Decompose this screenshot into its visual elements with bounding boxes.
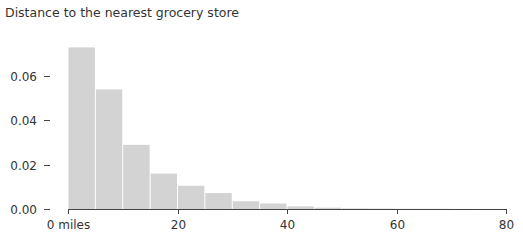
x-tick-label: 0 miles xyxy=(47,218,90,232)
bar xyxy=(315,208,341,209)
x-tick xyxy=(68,209,69,214)
y-tick xyxy=(44,209,50,210)
bar xyxy=(370,208,396,209)
y-tick-label: 0.02 xyxy=(10,159,37,173)
y-tick xyxy=(44,120,50,121)
bar xyxy=(123,145,149,209)
bar xyxy=(233,201,259,209)
x-tick-label: 80 xyxy=(499,218,514,232)
bar xyxy=(260,203,286,209)
bar xyxy=(178,186,204,209)
y-tick-label: 0.06 xyxy=(10,70,37,84)
title: Distance to the nearest grocery store xyxy=(5,5,239,20)
x-tick-label: 60 xyxy=(390,218,405,232)
y-tick xyxy=(44,76,50,77)
bar xyxy=(424,208,450,209)
x-tick-label: 20 xyxy=(171,218,186,232)
x-tick-label: 40 xyxy=(280,218,295,232)
bar xyxy=(151,174,177,209)
x-tick xyxy=(506,209,507,214)
bar xyxy=(452,208,478,209)
bar xyxy=(96,89,122,209)
bar xyxy=(342,208,368,209)
bar xyxy=(397,208,423,209)
bar xyxy=(205,193,231,209)
y-tick-label: 0.00 xyxy=(10,203,37,217)
y-tick xyxy=(44,165,50,166)
x-tick xyxy=(178,209,179,214)
y-tick-label: 0.04 xyxy=(10,114,37,128)
bar xyxy=(69,47,95,209)
bar xyxy=(288,206,314,209)
bars xyxy=(69,47,506,209)
chart: Distance to the nearest grocery store 0 m… xyxy=(0,0,523,243)
x-tick xyxy=(397,209,398,214)
x-tick xyxy=(287,209,288,214)
bar xyxy=(479,208,505,209)
